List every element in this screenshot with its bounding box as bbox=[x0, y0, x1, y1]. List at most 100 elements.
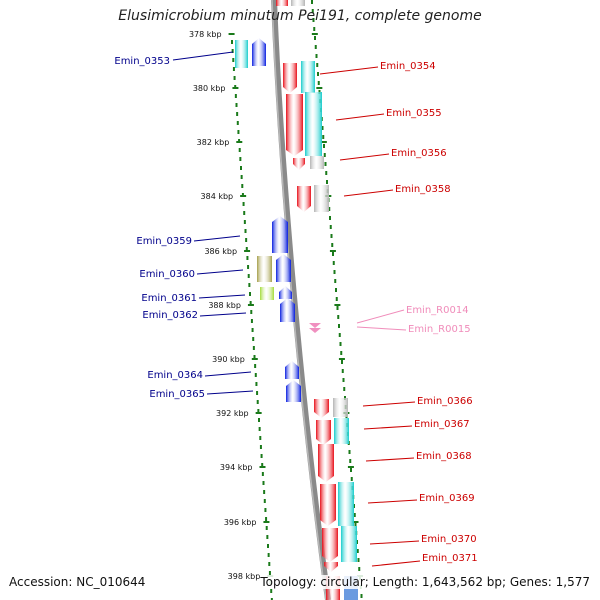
cds-forward-arrow bbox=[286, 94, 303, 156]
ruler-dot bbox=[353, 513, 356, 517]
cog-cyan-block bbox=[341, 526, 357, 562]
tick-mark-left bbox=[259, 466, 266, 468]
cds-forward-arrow bbox=[297, 186, 311, 212]
cog-cyan-block bbox=[334, 418, 349, 444]
gene-label-leader-line bbox=[367, 499, 418, 504]
cds-reverse-arrow bbox=[252, 38, 266, 66]
ruler-dot bbox=[312, 18, 315, 22]
gene-label-leader-line bbox=[199, 312, 247, 317]
tick-label: 386 kbp bbox=[204, 247, 237, 256]
tick-mark-left bbox=[255, 412, 262, 414]
tick-label: 378 kbp bbox=[189, 30, 222, 39]
cds-forward-block bbox=[276, 0, 288, 6]
gene-label-emin_0366: Emin_0366 bbox=[417, 396, 473, 407]
ruler-ticks: 378 kbp 380 kbp 382 kbp 384 kbp 386 kbp 388 k… bbox=[189, 30, 363, 581]
tick-mark-left bbox=[228, 33, 235, 35]
cds-forward-arrow bbox=[316, 420, 331, 445]
ruler-dot bbox=[316, 63, 319, 67]
tick-mark-left bbox=[247, 304, 254, 306]
ruler-dot bbox=[256, 400, 259, 404]
ruler-dot bbox=[325, 171, 328, 175]
ruler-dot bbox=[323, 153, 326, 157]
ruler-dot bbox=[323, 144, 325, 148]
gene-label-emin_0362: Emin_0362 bbox=[142, 310, 198, 321]
gene-label-leader-line bbox=[204, 371, 252, 377]
ruler-dot bbox=[349, 459, 352, 463]
ruler-dot bbox=[341, 369, 344, 373]
ruler-dot bbox=[231, 40, 233, 44]
cds-reverse-arrow bbox=[279, 286, 292, 299]
tick-label: 384 kbp bbox=[201, 192, 234, 201]
cog-cyan-block bbox=[235, 40, 248, 68]
accession-label: Accession: NC_010644 bbox=[9, 575, 146, 589]
gene-label-leader-line bbox=[193, 235, 241, 242]
gene-label-leader-line bbox=[335, 113, 385, 121]
gene-label-leader-line bbox=[362, 401, 416, 407]
cds-reverse-arrow bbox=[280, 298, 295, 322]
ruler-dot bbox=[232, 67, 235, 71]
gene-label-emin_0354: Emin_0354 bbox=[380, 61, 436, 72]
gene-label-emin_0364: Emin_0364 bbox=[147, 370, 203, 381]
tick-label: 380 kbp bbox=[193, 84, 226, 93]
gene-label-leader-line bbox=[356, 309, 405, 324]
ruler-dot bbox=[261, 472, 264, 476]
ruler-dot bbox=[249, 292, 251, 296]
gene-label-leader-line bbox=[365, 457, 415, 462]
cds-reverse-arrow bbox=[276, 254, 291, 282]
ruler-dot bbox=[268, 571, 271, 575]
ruler-dot bbox=[250, 310, 253, 314]
ruler-dot bbox=[336, 306, 339, 310]
ruler-dot bbox=[254, 373, 257, 377]
ruler-dot bbox=[348, 450, 351, 454]
gene-label-emin_0365: Emin_0365 bbox=[149, 389, 205, 400]
ruler-dot bbox=[247, 265, 250, 269]
tick-mark-left bbox=[236, 141, 243, 143]
ruler-dot bbox=[254, 364, 257, 368]
gene-label-emin_0371: Emin_0371 bbox=[422, 553, 478, 564]
ruler-dot bbox=[358, 567, 361, 571]
ruler-dot bbox=[261, 463, 264, 467]
ruler-dot bbox=[314, 36, 316, 40]
ruler-dot bbox=[339, 342, 342, 346]
gene-label-emin_0358: Emin_0358 bbox=[395, 184, 451, 195]
ruler-dot bbox=[243, 220, 246, 224]
rna-chevron bbox=[309, 323, 321, 328]
ruler-dot bbox=[265, 526, 268, 530]
cog-lime-block bbox=[260, 287, 274, 300]
ruler-dot bbox=[354, 522, 357, 526]
tick-mark-right bbox=[320, 141, 327, 143]
rna-chevron bbox=[309, 328, 321, 333]
ruler-dot bbox=[259, 436, 262, 440]
tick-mark-right bbox=[338, 358, 345, 360]
ruler-dot bbox=[328, 207, 331, 211]
cog-cyan-block bbox=[338, 482, 354, 526]
gene-label-leader-line bbox=[319, 66, 379, 75]
tick-mark-left bbox=[251, 358, 258, 360]
ruler-dot bbox=[249, 301, 252, 305]
ruler-dot bbox=[252, 337, 255, 341]
ruler-dot bbox=[247, 274, 250, 278]
ruler-dot bbox=[315, 54, 318, 58]
ruler-dot bbox=[322, 135, 325, 139]
ruler-dot bbox=[340, 351, 343, 355]
cog-gray-block bbox=[333, 398, 348, 417]
cds-forward-arrow bbox=[283, 63, 297, 93]
ruler-dot bbox=[240, 175, 243, 179]
ruler-dot bbox=[236, 121, 239, 125]
gene-label-emin_0353: Emin_0353 bbox=[114, 56, 170, 67]
ruler-dot bbox=[237, 130, 240, 134]
gene-label-leader-line bbox=[198, 294, 246, 299]
cog-cyan-block bbox=[301, 61, 315, 93]
ruler-dot bbox=[263, 490, 266, 494]
ruler-dot bbox=[317, 72, 319, 76]
ruler-dot bbox=[270, 589, 273, 593]
gene-label-leader-line bbox=[172, 51, 234, 61]
tick-mark-right bbox=[347, 466, 354, 468]
cds-forward-arrow bbox=[320, 484, 336, 526]
gene-label-leader-line bbox=[369, 540, 420, 545]
gene-label-emin_r0015: Emin_R0015 bbox=[408, 324, 471, 335]
ruler-dot bbox=[260, 454, 263, 458]
ruler-dot bbox=[253, 355, 256, 359]
genome-summary: Topology: circular; Length: 1,643,562 bp… bbox=[260, 575, 590, 589]
